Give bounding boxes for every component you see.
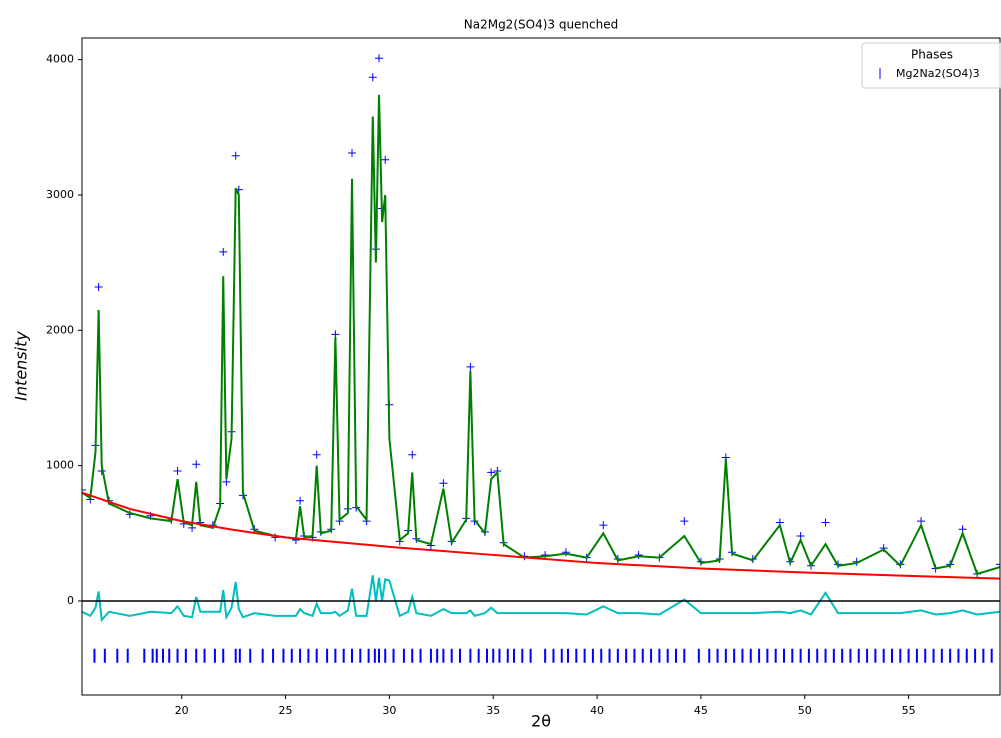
- observed-point: [271, 533, 280, 542]
- observed-point: [996, 560, 1000, 569]
- observed-point: [348, 149, 356, 158]
- observed-point: [173, 467, 182, 476]
- observed-point: [368, 73, 377, 82]
- observed-point: [680, 517, 689, 526]
- series-line: [82, 491, 1000, 580]
- observed-point: [192, 460, 201, 469]
- x-tick-label: 35: [486, 704, 500, 717]
- chart-title: Na2Mg2(SO4)3 quenched: [464, 18, 619, 32]
- x-tick-label: 50: [798, 704, 812, 717]
- observed-point: [561, 548, 570, 557]
- observed-point: [312, 450, 321, 459]
- observed-point: [82, 485, 86, 494]
- observed-point: [375, 54, 383, 63]
- observed-point: [439, 479, 448, 488]
- x-tick-label: 40: [590, 704, 604, 717]
- y-tick-label: 4000: [46, 53, 74, 66]
- y-axis-label: Intensity: [12, 331, 31, 401]
- x-axis-label: 2θ: [531, 712, 551, 731]
- y-tick-label: 1000: [46, 459, 74, 472]
- axes-frame: [81, 37, 1001, 696]
- observed-point: [219, 247, 228, 256]
- legend-box: [861, 42, 1001, 89]
- observed-point: [634, 550, 643, 559]
- x-tick-label: 55: [902, 704, 916, 717]
- y-tick-label: 2000: [46, 323, 74, 336]
- x-tick-label: 30: [382, 704, 396, 717]
- observed-point: [466, 362, 475, 371]
- observed-point: [599, 521, 608, 530]
- y-tick-label: 3000: [46, 188, 74, 201]
- legend-title: Phases: [911, 48, 953, 62]
- y-tick-label: 0: [67, 594, 74, 607]
- x-tick-label: 25: [279, 704, 293, 717]
- plot-area: [82, 54, 1000, 663]
- observed-point: [296, 496, 305, 505]
- observed-point: [331, 330, 340, 339]
- x-tick-label: 45: [694, 704, 708, 717]
- observed-point: [408, 450, 417, 459]
- x-tick-label: 20: [175, 704, 189, 717]
- series-line: [82, 94, 1000, 576]
- observed-point: [487, 468, 496, 477]
- series-line: [82, 575, 1000, 623]
- observed-point: [381, 155, 390, 164]
- legend-label: Mg2Na2(SO4)3: [896, 67, 980, 80]
- observed-point: [94, 282, 103, 291]
- observed-point: [821, 518, 830, 527]
- observed-point: [231, 151, 240, 160]
